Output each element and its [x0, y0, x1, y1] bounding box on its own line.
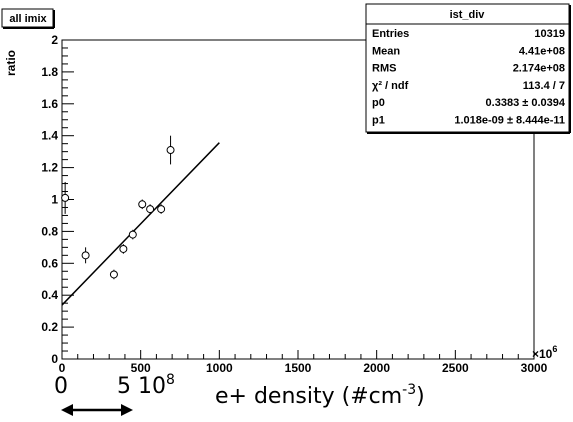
x-tick-label: 1500	[285, 361, 312, 375]
fit-line	[61, 142, 220, 306]
bottom-annotation: 0 5 108 e+ density (#cm-3)	[54, 372, 425, 416]
y-tick-label: 1.8	[41, 65, 58, 79]
stats-row-label: χ² / ndf	[372, 80, 409, 92]
y-tick-label: 0.4	[41, 288, 58, 302]
x-tick-label: 3000	[521, 361, 548, 375]
axes: 0 500 1000 1500 2000 2500 3000 0 0.2 0.4 0.6 0.8 1 1.…	[41, 33, 547, 375]
y-tick-label: 2	[51, 33, 58, 47]
pad-title: all imix	[9, 13, 47, 25]
y-tick-label: 1	[51, 193, 58, 207]
data-point	[119, 244, 128, 253]
y-tick-label: 1.6	[41, 97, 58, 111]
stats-title: ist_div	[450, 9, 486, 21]
data-point	[146, 205, 155, 214]
y-tick-label: 0.2	[41, 320, 58, 334]
stats-row-label: RMS	[372, 63, 396, 75]
data-marks	[61, 135, 220, 306]
annotation-zero: 0	[54, 374, 68, 399]
annotation-five: 5 108	[117, 372, 175, 399]
stats-row-label: Mean	[372, 45, 400, 57]
y-tick-label: 0.8	[41, 224, 58, 238]
x-tick-label: 500	[131, 361, 151, 375]
stats-row-label: Entries	[372, 28, 409, 40]
data-point	[81, 251, 90, 260]
data-point	[128, 230, 137, 239]
double-arrow	[61, 404, 133, 416]
annotation-xlabel: e+ density (#cm-3)	[215, 382, 425, 409]
y-axis-label: ratio	[4, 50, 18, 76]
data-point	[157, 205, 166, 214]
stats-box: ist_div Entries 10319 Mean 4.41e+08 RMS 2.174…	[365, 3, 571, 134]
stats-row-label: p1	[372, 115, 385, 127]
data-point	[61, 193, 70, 202]
stats-rows: Entries 10319 Mean 4.41e+08 RMS 2.174e+08 χ² /…	[372, 28, 566, 127]
stats-row-label: p0	[372, 97, 385, 109]
pad-title-box: all imix	[1, 8, 55, 29]
x-tick-label: 0	[59, 361, 66, 375]
x-multiplier: ×106	[532, 344, 557, 361]
x-tick-label: 2500	[442, 361, 469, 375]
stats-row-value: 4.41e+08	[519, 45, 565, 57]
x-tick-label: 2000	[363, 361, 390, 375]
y-tick-label: 1.4	[41, 129, 58, 143]
stats-row-value: 10319	[534, 28, 565, 40]
y-tick-label: 0.6	[41, 256, 58, 270]
data-point	[109, 270, 118, 279]
stats-row-value: 0.3383 ± 0.0394	[486, 97, 566, 109]
data-point	[166, 146, 175, 155]
stats-row-value: 1.018e-09 ± 8.444e-11	[454, 115, 565, 127]
stats-row-value: 2.174e+08	[513, 63, 565, 75]
data-point	[138, 200, 147, 209]
stats-row-value: 113.4 / 7	[523, 80, 565, 92]
y-tick-label: 1.2	[41, 161, 58, 175]
y-tick-label: 0	[51, 352, 58, 366]
x-tick-label: 1000	[206, 361, 233, 375]
